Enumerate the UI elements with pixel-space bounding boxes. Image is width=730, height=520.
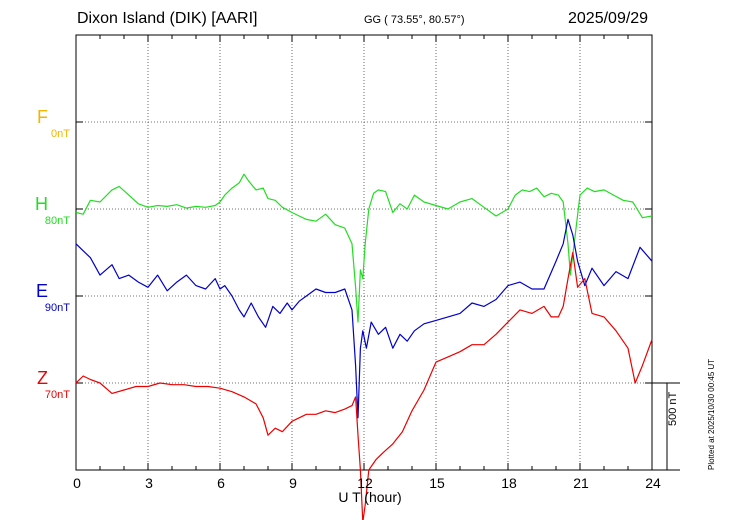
component-baseline-f: 0nT xyxy=(51,128,70,140)
component-letter-f: F xyxy=(37,107,48,127)
component-letter-e: E xyxy=(35,281,48,301)
x-tick-label: 21 xyxy=(573,475,589,491)
component-letter-z: Z xyxy=(37,368,48,388)
component-baseline-e: 90nT xyxy=(44,302,70,314)
series-line-e xyxy=(75,218,653,419)
x-tick-label: 18 xyxy=(501,475,517,491)
plotted-timestamp: Plotted at 2025/10/30 00:45 UT xyxy=(707,358,716,470)
series-line-h xyxy=(75,173,653,323)
series-line-z xyxy=(75,251,653,520)
x-tick-label: 3 xyxy=(145,475,153,491)
x-tick-label: 12 xyxy=(357,475,373,491)
component-baseline-h: 80nT xyxy=(44,215,70,227)
x-tick-label: 24 xyxy=(645,475,661,491)
x-tick-label: 15 xyxy=(429,475,445,491)
x-tick-label: 6 xyxy=(217,475,225,491)
chart-date: 2025/09/29 xyxy=(568,10,649,27)
x-axis-title: U T (hour) xyxy=(338,489,402,505)
x-tick-label: 9 xyxy=(289,475,297,491)
station-title: Dixon Island (DIK) [AARI] xyxy=(77,10,258,27)
component-label-h: H 80nT xyxy=(30,194,70,227)
component-label-e: E 90nT xyxy=(30,281,70,314)
component-label-f: F 0nT xyxy=(30,107,70,140)
scale-bar-label: 500 nT xyxy=(667,391,679,426)
station-coordinates: GG ( 73.55°, 80.57°) xyxy=(364,14,465,26)
component-label-z: Z 70nT xyxy=(30,368,70,401)
component-letter-h: H xyxy=(35,194,48,214)
component-baseline-z: 70nT xyxy=(44,389,70,401)
x-tick-label: 0 xyxy=(73,475,81,491)
